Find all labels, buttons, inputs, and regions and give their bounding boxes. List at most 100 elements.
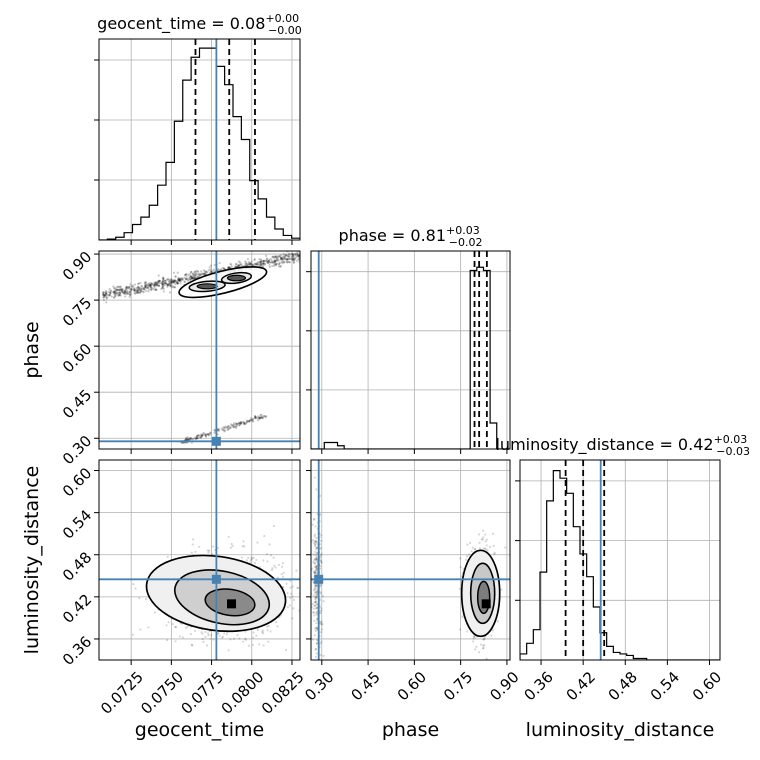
sample-point <box>133 288 137 291</box>
sample-point <box>201 434 204 437</box>
sample-point <box>196 270 199 273</box>
xtick-label: 0.36 <box>520 668 556 704</box>
sample-point <box>260 416 263 419</box>
sample-point <box>113 290 116 293</box>
sample-point <box>320 628 323 631</box>
sample-point <box>319 559 322 563</box>
sample-point <box>174 275 177 279</box>
sample-point <box>198 545 201 548</box>
sample-point <box>458 587 461 590</box>
sample-point <box>137 285 140 289</box>
sample-point <box>190 551 193 554</box>
sample-point <box>295 569 298 572</box>
sample-point <box>314 607 318 610</box>
sample-point <box>154 288 157 291</box>
sample-point <box>168 282 171 285</box>
sample-point <box>174 281 178 284</box>
sample-point <box>205 271 208 274</box>
sample-point <box>311 602 314 606</box>
sample-point <box>226 425 229 428</box>
sample-point <box>202 273 205 276</box>
sample-point <box>149 283 152 286</box>
sample-point <box>190 643 193 646</box>
sample-point <box>144 284 147 287</box>
sample-point <box>295 259 299 262</box>
sample-point <box>136 289 139 292</box>
sample-point <box>121 289 124 293</box>
sample-point <box>313 565 317 568</box>
sample-point <box>174 626 178 629</box>
sample-point <box>319 642 322 645</box>
sample-point <box>207 433 210 436</box>
sample-point <box>243 421 246 425</box>
sample-point <box>189 437 193 440</box>
sample-point <box>286 258 289 261</box>
sample-point <box>262 262 265 265</box>
sample-point <box>227 265 230 269</box>
sample-point <box>191 272 194 276</box>
sample-point <box>169 282 173 285</box>
sample-point <box>236 265 239 268</box>
sample-point <box>297 255 300 258</box>
hist-frame <box>310 250 511 450</box>
sample-point <box>315 652 318 655</box>
sample-point <box>119 289 123 292</box>
sample-point <box>475 645 478 648</box>
sample-point <box>183 280 186 283</box>
sample-point <box>193 629 197 632</box>
sample-point <box>293 256 296 260</box>
sample-point <box>226 428 230 431</box>
sample-point <box>319 543 322 546</box>
sample-point <box>223 426 227 429</box>
sample-point <box>264 415 267 419</box>
sample-point <box>250 556 253 559</box>
sample-point <box>218 429 221 432</box>
sample-point <box>134 289 137 293</box>
sample-point <box>114 288 117 291</box>
sample-point <box>181 636 184 639</box>
sample-point <box>168 279 171 283</box>
sample-point <box>249 261 252 264</box>
sample-point <box>277 263 281 266</box>
sample-point <box>200 435 203 438</box>
sample-point <box>276 256 279 259</box>
sample-point <box>248 264 251 267</box>
sample-point <box>140 288 143 291</box>
sample-point <box>186 436 189 439</box>
sample-point <box>248 262 251 265</box>
sample-point <box>286 255 290 258</box>
sample-point <box>491 629 494 632</box>
sample-point <box>150 282 154 286</box>
sample-point <box>165 282 168 286</box>
sample-point <box>177 278 180 281</box>
sample-point <box>149 287 153 290</box>
sample-point <box>146 286 149 289</box>
sample-point <box>145 289 148 292</box>
sample-point <box>293 252 297 256</box>
sample-point <box>170 278 173 281</box>
sample-point <box>232 426 235 429</box>
sample-point <box>200 434 203 437</box>
sample-point <box>200 270 203 273</box>
sample-point <box>140 289 143 292</box>
sample-point <box>137 286 140 290</box>
sample-point <box>319 654 322 657</box>
sample-point <box>138 291 142 294</box>
sample-point <box>240 421 243 424</box>
sample-point <box>204 270 208 273</box>
sample-point <box>185 437 188 440</box>
sample-point <box>278 255 281 258</box>
sample-point <box>311 523 314 526</box>
sample-point <box>264 254 268 257</box>
sample-point <box>179 279 182 283</box>
sample-point <box>157 280 161 283</box>
sample-point <box>296 586 299 589</box>
sample-point <box>199 272 202 275</box>
sample-point <box>262 262 265 265</box>
sample-point <box>213 263 216 267</box>
sample-point <box>314 648 318 651</box>
sample-point <box>182 441 185 445</box>
sample-point <box>312 541 316 544</box>
sample-point <box>261 629 265 632</box>
sample-point <box>313 561 317 565</box>
